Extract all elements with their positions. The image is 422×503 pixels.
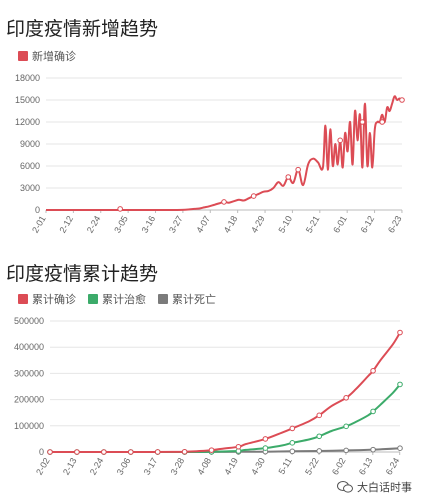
- data-point: [399, 97, 405, 103]
- watermark-text: 大白话时事: [357, 481, 412, 494]
- legend-swatch: [158, 294, 168, 304]
- x-tick-label: 2-13: [61, 456, 79, 477]
- data-point: [262, 445, 269, 451]
- y-tick-label: 300000: [14, 368, 44, 378]
- y-tick-label: 9000: [20, 139, 40, 149]
- chart1-title: 印度疫情新增趋势: [6, 18, 159, 40]
- x-tick-label: 3-17: [142, 456, 160, 477]
- wechat-icon: [337, 481, 353, 493]
- data-point: [221, 199, 227, 205]
- data-point: [235, 443, 242, 450]
- legend-label: 累计确诊: [32, 293, 76, 306]
- data-point: [370, 446, 376, 453]
- series-line: [45, 95, 403, 212]
- legend-item-new-confirmed[interactable]: 新增确诊: [18, 48, 76, 64]
- data-point: [181, 448, 188, 455]
- data-point: [379, 119, 386, 125]
- chart2-title: 印度疫情累计趋势: [6, 263, 159, 285]
- y-tick-label: 6000: [20, 161, 40, 171]
- y-tick-label: 100000: [14, 421, 44, 431]
- x-tick-label: 3-28: [169, 456, 187, 477]
- x-tick-label: 6-13: [357, 456, 375, 477]
- y-tick-label: 18000: [15, 73, 40, 83]
- data-point: [397, 329, 403, 336]
- data-point: [117, 206, 123, 212]
- data-point: [316, 433, 323, 440]
- x-tick-label: 6-24: [384, 456, 402, 477]
- data-point: [289, 440, 296, 446]
- x-tick-label: 4-08: [195, 456, 213, 477]
- x-tick-label: 4-30: [249, 456, 267, 477]
- data-point: [289, 448, 296, 455]
- legend-label: 新增确诊: [32, 50, 76, 63]
- x-tick-label: 3-06: [115, 456, 133, 477]
- data-point: [359, 119, 366, 125]
- y-tick-label: 500000: [14, 316, 44, 326]
- data-point: [101, 449, 107, 455]
- x-tick-label: 5-22: [303, 456, 321, 477]
- legend-label: 累计死亡: [172, 293, 216, 306]
- x-tick-label: 6-02: [330, 456, 348, 477]
- legend-swatch: [88, 294, 98, 304]
- data-point: [262, 436, 269, 442]
- data-point: [250, 193, 257, 199]
- chart1-legend: 新增确诊: [18, 48, 88, 64]
- x-tick-label: 4-19: [222, 456, 240, 477]
- data-point: [154, 449, 161, 455]
- data-point: [370, 367, 376, 374]
- data-point: [295, 166, 301, 173]
- data-point: [397, 445, 403, 452]
- data-point: [316, 448, 323, 454]
- data-point: [47, 449, 53, 455]
- y-tick-label: 0: [39, 447, 44, 457]
- y-tick-label: 15000: [15, 95, 40, 105]
- legend-label: 累计治愈: [102, 293, 146, 306]
- y-tick-label: 200000: [14, 395, 44, 405]
- legend-item-total-deaths[interactable]: 累计死亡: [158, 291, 216, 307]
- data-point: [337, 137, 343, 144]
- data-point: [370, 408, 376, 415]
- y-tick-label: 0: [35, 205, 40, 215]
- data-point: [343, 394, 349, 401]
- y-tick-label: 400000: [14, 342, 44, 352]
- watermark: 大白话时事: [337, 479, 412, 495]
- data-point: [343, 423, 349, 430]
- series-line: [50, 383, 401, 453]
- legend-swatch: [18, 294, 28, 304]
- x-tick-label: 2-24: [88, 456, 106, 477]
- data-point: [74, 449, 80, 455]
- legend-swatch: [18, 51, 28, 61]
- x-tick-label: 5-11: [276, 456, 293, 476]
- data-point: [397, 381, 403, 388]
- data-point: [285, 174, 292, 180]
- data-point: [208, 447, 215, 453]
- data-point: [343, 447, 349, 454]
- data-point: [316, 412, 323, 419]
- chart2-legend: 累计确诊 累计治愈 累计死亡: [18, 291, 228, 307]
- data-point: [127, 449, 134, 455]
- y-tick-label: 3000: [20, 183, 40, 193]
- legend-item-total-confirmed[interactable]: 累计确诊: [18, 291, 76, 307]
- x-tick-label: 2-02: [34, 456, 52, 477]
- y-tick-label: 12000: [15, 117, 40, 127]
- legend-item-total-cured[interactable]: 累计治愈: [88, 291, 146, 307]
- data-point: [289, 425, 296, 432]
- series-line: [50, 331, 401, 453]
